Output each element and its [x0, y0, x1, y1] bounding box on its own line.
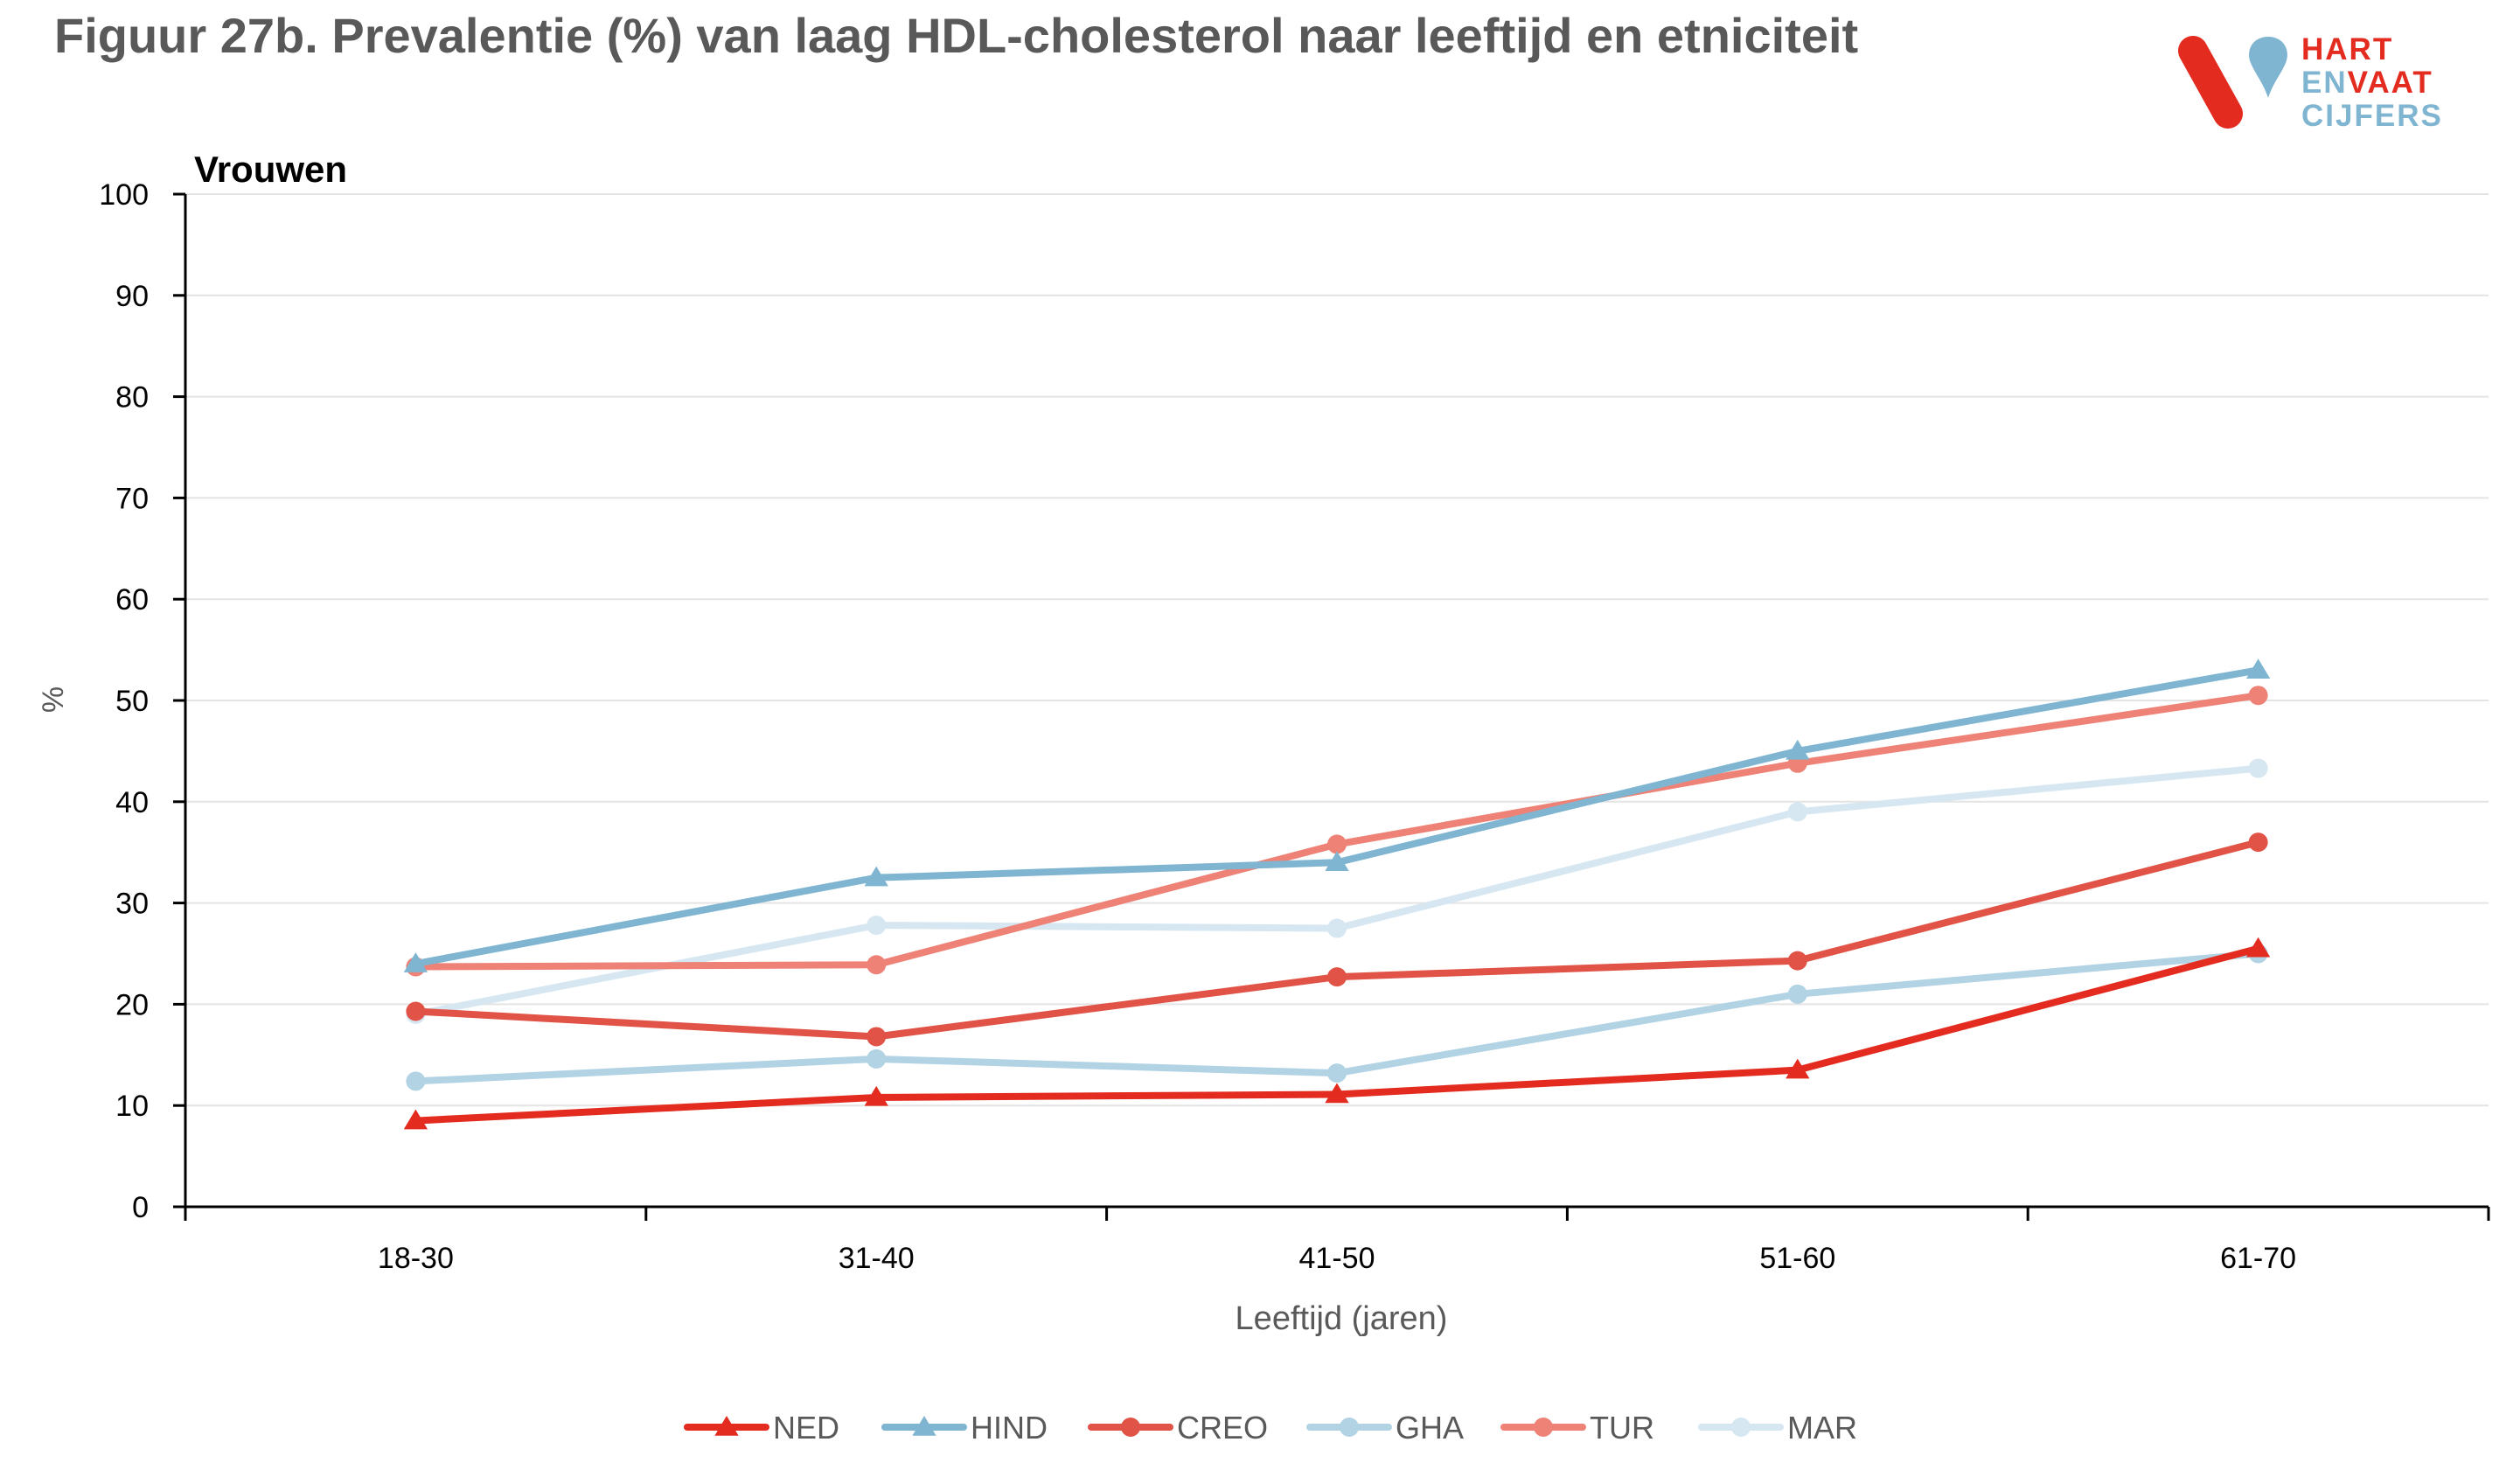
data-point	[2245, 937, 2271, 958]
legend-swatch-marker	[1340, 1418, 1359, 1437]
y-tick-label: 90	[115, 280, 149, 313]
y-tick-label: 60	[115, 583, 149, 617]
x-axis-label: Leeftijd (jaren)	[1236, 1300, 1448, 1337]
legend-label: MAR	[1787, 1410, 1857, 1446]
logo-wordmark: HART ENVAAT CIJFERS	[2301, 33, 2443, 133]
data-point	[406, 1001, 426, 1021]
legend-item-mar: MAR	[1698, 1410, 1857, 1446]
x-tick-label: 31-40	[839, 1242, 915, 1275]
data-point	[403, 1109, 428, 1130]
data-point	[1787, 984, 1807, 1004]
series-line	[412, 839, 2262, 1041]
data-point	[1325, 1083, 1349, 1104]
legend-label: TUR	[1590, 1410, 1654, 1446]
y-tick-label: 10	[115, 1090, 149, 1123]
y-tick-label: 70	[115, 482, 149, 515]
x-tick-label: 51-60	[1759, 1242, 1835, 1275]
legend-label: GHA	[1396, 1410, 1464, 1446]
y-tick-label: 20	[115, 988, 149, 1021]
series-ned	[403, 937, 2271, 1130]
legend-swatch-marker	[912, 1416, 936, 1436]
y-tick-label: 50	[115, 685, 149, 718]
logo-mark-icon	[2178, 36, 2287, 129]
legend-swatch-marker	[1731, 1418, 1751, 1437]
legend-item-creo: CREO	[1088, 1410, 1268, 1446]
legend-swatch-marker	[1534, 1418, 1553, 1437]
x-tick-label: 41-50	[1299, 1242, 1375, 1275]
data-point	[864, 866, 888, 887]
data-point	[406, 1071, 426, 1091]
logo-line-2b: VAAT	[2347, 66, 2433, 100]
legend-item-ned: NED	[684, 1410, 839, 1446]
data-point	[867, 1049, 887, 1069]
legend-label: CREO	[1177, 1410, 1268, 1446]
legend-swatch-marker	[1121, 1418, 1140, 1437]
x-tick-label: 18-30	[378, 1242, 454, 1275]
data-point	[2245, 658, 2271, 679]
legend-label: NED	[773, 1410, 839, 1446]
figure-title: Figuur 27b. Prevalentie (%) van laag HDL…	[54, 8, 1859, 63]
data-point	[864, 1085, 888, 1106]
data-point	[403, 952, 428, 972]
data-point	[2248, 686, 2268, 706]
data-point	[2248, 758, 2268, 778]
series-creo	[406, 833, 2268, 1047]
series-tur	[406, 686, 2268, 977]
axes: Vrouwen % Leeftijd (jaren)	[37, 149, 2489, 1337]
logo-line-3: CIJFERS	[2301, 99, 2443, 133]
y-tick-label: 30	[115, 888, 149, 921]
legend: NED HIND CREO GHA TUR MAR	[684, 1410, 1857, 1446]
y-axis-label: %	[37, 686, 70, 713]
legend-item-gha: GHA	[1306, 1410, 1464, 1446]
x-tick-label: 61-70	[2220, 1242, 2296, 1275]
data-point	[1787, 802, 1807, 822]
legend-label: HIND	[971, 1410, 1048, 1446]
data-point	[1787, 951, 1807, 971]
hartenvaatcijfers-logo: HART ENVAAT CIJFERS	[2177, 33, 2466, 138]
data-point	[867, 955, 887, 975]
data-point	[1786, 1058, 1810, 1079]
panel-label: Vrouwen	[194, 149, 347, 190]
data-point	[1325, 851, 1349, 872]
data-point	[2248, 833, 2268, 853]
data-point	[1327, 967, 1347, 987]
series-lines	[403, 658, 2271, 1130]
y-tick-label: 100	[99, 178, 149, 212]
y-tick-label: 0	[132, 1191, 149, 1224]
y-tick-label: 80	[115, 381, 149, 415]
legend-swatch-marker	[714, 1416, 739, 1436]
x-tick-labels: 18-30 31-40 41-50 51-60 61-70	[184, 1207, 2490, 1275]
data-point	[867, 1027, 887, 1047]
data-point	[1327, 834, 1347, 854]
logo-line-2a: EN	[2301, 66, 2348, 100]
y-tick-labels: 0 10 20 30 40 50 60 70 80 90 100	[99, 178, 185, 1224]
data-point	[1327, 1063, 1347, 1083]
data-point	[1786, 739, 1810, 760]
data-point	[1327, 918, 1347, 938]
logo-line-1: HART	[2301, 32, 2394, 66]
series-hind	[403, 658, 2271, 972]
y-tick-label: 40	[115, 786, 149, 819]
data-point	[867, 916, 887, 936]
legend-item-tur: TUR	[1500, 1410, 1654, 1446]
legend-item-hind: HIND	[881, 1410, 1048, 1446]
